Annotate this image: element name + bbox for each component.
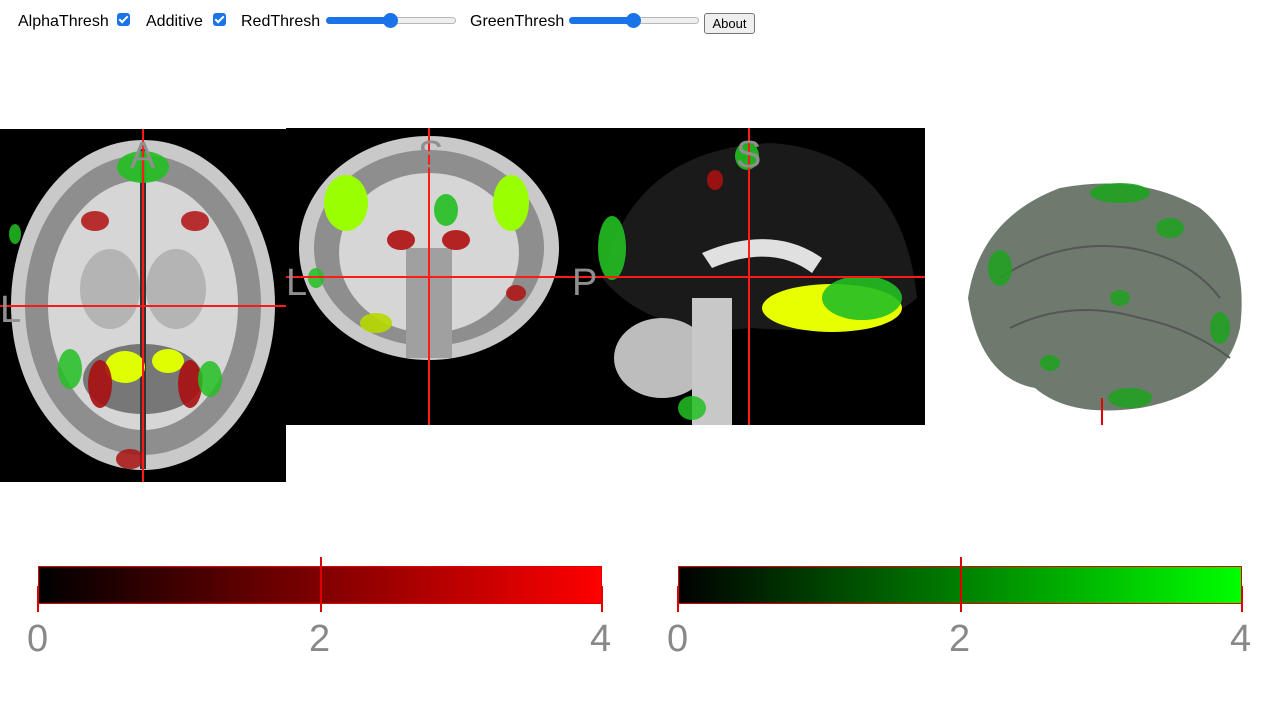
green-colorbar-tick-label-2: 2	[949, 618, 971, 660]
red-thresh-slider[interactable]	[326, 13, 456, 28]
green-colorbar-tick-label-4: 4	[1230, 618, 1252, 660]
slider-thumb[interactable]	[383, 13, 398, 28]
crosshair-vertical	[428, 128, 430, 425]
additive-checkbox[interactable]	[213, 13, 226, 26]
about-button[interactable]: About	[704, 13, 755, 34]
toolbar: AlphaThresh Additive RedThresh GreenThre…	[0, 0, 1280, 42]
axial-view[interactable]: A L	[0, 129, 286, 482]
colorbar-tick	[37, 586, 39, 612]
brain-3d-render	[968, 183, 1242, 425]
crosshair-vertical	[748, 128, 750, 425]
red-thresh-label: RedThresh	[241, 13, 321, 30]
additive-label: Additive	[146, 13, 203, 30]
slider-fill	[569, 17, 633, 24]
orientation-label-superior: S	[418, 134, 444, 176]
red-colorbar-tick-label-2: 2	[309, 618, 331, 660]
sagittal-view[interactable]: S P	[572, 128, 925, 425]
slider-thumb[interactable]	[626, 13, 641, 28]
sagittal-brain-image	[598, 142, 917, 425]
colorbar-tick	[677, 586, 679, 612]
green-colorbar-tick-label-0: 0	[667, 618, 689, 660]
render-3d-view[interactable]	[940, 128, 1270, 425]
red-colorbar-tick-label-0: 0	[27, 618, 49, 660]
orientation-label-anterior: A	[130, 135, 156, 177]
green-thresh-label: GreenThresh	[470, 13, 565, 30]
green-thresh-slider[interactable]	[569, 13, 699, 28]
alpha-thresh-label: AlphaThresh	[18, 13, 109, 30]
slider-fill	[326, 17, 390, 24]
colorbar-tick	[1241, 586, 1243, 612]
orientation-label-left: L	[0, 289, 22, 331]
coronal-view[interactable]: S L	[286, 128, 572, 425]
orientation-label-posterior: P	[572, 262, 598, 304]
colorbar-tick	[601, 586, 603, 612]
colorbar-tick	[960, 557, 962, 612]
red-colorbar-tick-label-4: 4	[590, 618, 612, 660]
crosshair-vertical	[142, 129, 144, 482]
colorbar-tick	[320, 557, 322, 612]
orientation-label-superior: S	[736, 134, 762, 176]
alpha-thresh-checkbox[interactable]	[117, 13, 130, 26]
orientation-label-left: L	[286, 262, 308, 304]
